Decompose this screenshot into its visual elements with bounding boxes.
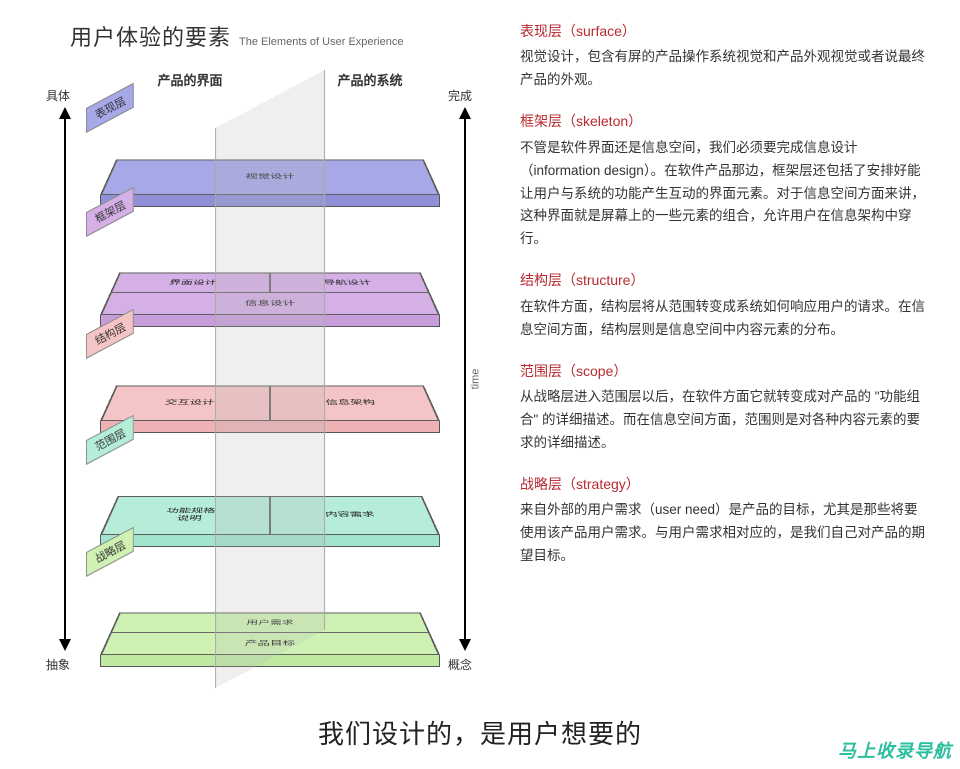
- layer-tab-label: 表现层: [92, 93, 129, 123]
- section-body: 从战略层进入范围层以后，在软件方面它就转变成对产品的 "功能组合" 的详细描述。…: [520, 386, 930, 455]
- section-title: 战略层（strategy）: [520, 473, 930, 495]
- layer-cell: 界面设计: [111, 273, 270, 292]
- column-header-right: 产品的系统: [337, 70, 402, 89]
- layer-tab-label: 结构层: [92, 319, 129, 349]
- section-body: 视觉设计，包含有屏的产品操作系统视觉和产品外观视觉或者说最终产品的外观。: [520, 46, 930, 92]
- layer-cell: 信息设计: [101, 293, 439, 315]
- layer-plane: 用户需求产品目标: [100, 613, 440, 655]
- layer-plane: 功能规格 说明内容需求: [100, 496, 440, 535]
- layers-diagram: 具体 抽象 完成 概念 time 表现层视觉设计框架层界面设计导航设计信息设计结…: [50, 99, 490, 659]
- layer-cell: 交互设计: [101, 386, 270, 421]
- section-body: 在软件方面，结构层将从范围转变成系统如何响应用户的请求。在信息空间方面，结构层则…: [520, 296, 930, 342]
- section-title: 范围层（scope）: [520, 360, 930, 382]
- layer-tab-label: 范围层: [92, 425, 129, 455]
- section-title: 结构层（structure）: [520, 269, 930, 291]
- left-axis-bottom-label: 抽象: [46, 656, 70, 673]
- section-4: 战略层（strategy） 来自外部的用户需求（user need）是产品的目标，…: [520, 473, 930, 568]
- layer-4: 战略层用户需求产品目标: [100, 565, 440, 667]
- layer-plane: 界面设计导航设计信息设计: [100, 273, 440, 315]
- layer-side: [100, 315, 440, 327]
- arrow-down-icon: [59, 639, 71, 651]
- layer-0: 表现层视觉设计: [100, 121, 440, 207]
- section-0: 表现层（surface） 视觉设计，包含有屏的产品操作系统视觉和产品外观视觉或者说…: [520, 20, 930, 92]
- section-body: 来自外部的用户需求（user need）是产品的目标，尤其是那些将要使用该产品用…: [520, 499, 930, 568]
- layer-cell: 功能规格 说明: [101, 496, 270, 534]
- descriptions-panel: 表现层（surface） 视觉设计，包含有屏的产品操作系统视觉和产品外观视觉或者说…: [500, 0, 960, 769]
- layer-side: [100, 655, 440, 667]
- layer-cell: 用户需求: [111, 613, 429, 632]
- layer-plane: 交互设计信息架构: [100, 385, 440, 421]
- layer-tab: 表现层: [86, 83, 134, 133]
- layer-side: [100, 535, 440, 547]
- layer-cell: 内容需求: [270, 496, 439, 534]
- right-axis: 完成 概念 time: [450, 99, 480, 659]
- layer-tab-label: 战略层: [92, 537, 129, 567]
- layer-3: 范围层功能规格 说明内容需求: [100, 453, 440, 547]
- column-header-left: 产品的界面: [157, 70, 222, 89]
- layer-side: [100, 421, 440, 433]
- right-axis-top-label: 完成: [448, 87, 472, 104]
- watermark: 马上收录导航: [838, 737, 952, 763]
- left-axis: 具体 抽象: [50, 99, 80, 659]
- section-3: 范围层（scope） 从战略层进入范围层以后，在软件方面它就转变成对产品的 "功能…: [520, 360, 930, 455]
- section-1: 框架层（skeleton） 不管是软件界面还是信息空间，我们必须要完成信息设计（i…: [520, 110, 930, 251]
- layer-tab-label: 框架层: [92, 197, 129, 227]
- layer-cell: 视觉设计: [101, 160, 439, 195]
- time-axis-label: time: [470, 369, 482, 390]
- tagline: 我们设计的，是用户想要的: [0, 714, 960, 751]
- main-title: 用户体验的要素: [70, 20, 231, 52]
- right-axis-bottom-label: 概念: [448, 656, 472, 673]
- layer-2: 结构层交互设计信息架构: [100, 347, 440, 433]
- subtitle: The Elements of User Experience: [239, 36, 403, 48]
- layer-side: [100, 195, 440, 207]
- section-title: 表现层（surface）: [520, 20, 930, 42]
- section-2: 结构层（structure） 在软件方面，结构层将从范围转变成系统如何响应用户的请…: [520, 269, 930, 341]
- layer-plane: 视觉设计: [100, 159, 440, 195]
- layer-cell: 产品目标: [101, 633, 439, 655]
- section-body: 不管是软件界面还是信息空间，我们必须要完成信息设计（information de…: [520, 137, 930, 252]
- layer-1: 框架层界面设计导航设计信息设计: [100, 225, 440, 327]
- layer-cell: 导航设计: [270, 273, 429, 292]
- arrow-down-icon: [459, 639, 471, 651]
- section-title: 框架层（skeleton）: [520, 110, 930, 132]
- layer-cell: 信息架构: [270, 386, 439, 421]
- left-axis-top-label: 具体: [46, 87, 70, 104]
